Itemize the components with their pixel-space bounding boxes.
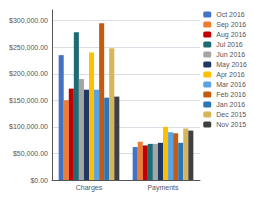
- svg-text:$150,000.00: $150,000.00: [9, 97, 48, 104]
- svg-text:Charges: Charges: [76, 184, 103, 192]
- svg-text:$0.00: $0.00: [30, 177, 48, 184]
- svg-text:May 2016: May 2016: [216, 61, 247, 69]
- svg-text:$100,000.00: $100,000.00: [9, 123, 48, 130]
- svg-text:$50,000.00: $50,000.00: [13, 150, 48, 157]
- svg-text:Nov 2015: Nov 2015: [216, 121, 246, 128]
- svg-text:Apr 2016: Apr 2016: [216, 71, 245, 79]
- svg-text:Jun 2016: Jun 2016: [216, 51, 245, 58]
- svg-text:Aug 2016: Aug 2016: [216, 31, 246, 39]
- svg-text:$250,000.00: $250,000.00: [9, 44, 48, 51]
- svg-text:Payments: Payments: [147, 184, 179, 192]
- svg-text:Oct 2016: Oct 2016: [216, 11, 245, 18]
- svg-text:$200,000.00: $200,000.00: [9, 70, 48, 77]
- svg-text:Feb 2016: Feb 2016: [216, 91, 246, 98]
- svg-text:Sep 2016: Sep 2016: [216, 21, 246, 29]
- svg-text:Jan 2016: Jan 2016: [216, 101, 245, 108]
- svg-text:Jul 2016: Jul 2016: [216, 41, 243, 48]
- svg-text:$300,000.00: $300,000.00: [9, 17, 48, 24]
- svg-text:Mar 2016: Mar 2016: [216, 81, 246, 88]
- svg-text:Dec 2015: Dec 2015: [216, 111, 246, 118]
